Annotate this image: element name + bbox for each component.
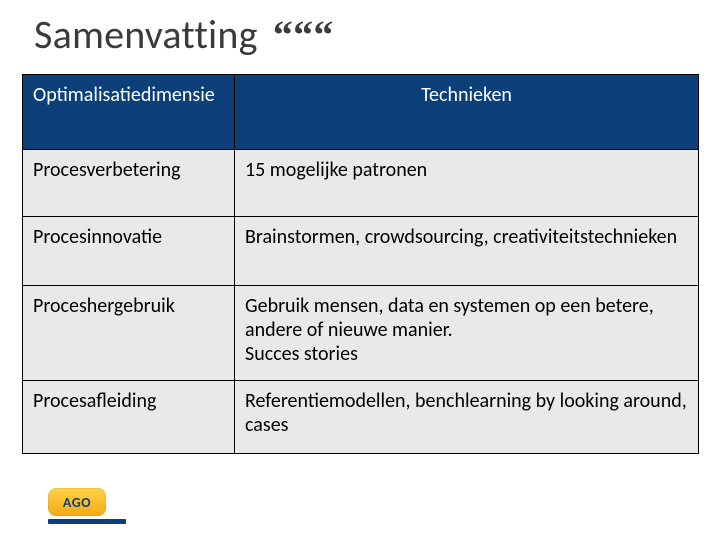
cell-technique: Referentiemodellen, benchlearning by loo… [235, 381, 699, 454]
logo-text: AGO [63, 494, 91, 511]
title-text: Samenvatting [34, 10, 258, 59]
table-row: Proceshergebruik Gebruik mensen, data en… [23, 286, 699, 381]
cell-technique: 15 mogelijke patronen [235, 150, 699, 217]
logo: AGO [48, 488, 126, 524]
col-header-techniques: Technieken [235, 75, 699, 150]
slide-title: Samenvatting “““ [34, 10, 334, 59]
table-row: Procesafleiding Referentiemodellen, benc… [23, 381, 699, 454]
table-header-row: Optimalisatiedimensie Technieken [23, 75, 699, 150]
cell-dimension: Proceshergebruik [23, 286, 235, 381]
cell-dimension: Procesinnovatie [23, 217, 235, 286]
table-row: Procesverbetering 15 mogelijke patronen [23, 150, 699, 217]
logo-underline [48, 519, 126, 524]
cell-technique: Brainstormen, crowdsourcing, creativitei… [235, 217, 699, 286]
title-quotes: “““ [273, 12, 334, 57]
logo-badge: AGO [48, 488, 106, 516]
slide: Samenvatting “““ Optimalisatiedimensie T… [0, 0, 720, 540]
cell-dimension: Procesverbetering [23, 150, 235, 217]
col-header-dimension: Optimalisatiedimensie [23, 75, 235, 150]
table-row: Procesinnovatie Brainstormen, crowdsourc… [23, 217, 699, 286]
cell-technique: Gebruik mensen, data en systemen op een … [235, 286, 699, 381]
summary-table: Optimalisatiedimensie Technieken Procesv… [22, 74, 699, 454]
cell-dimension: Procesafleiding [23, 381, 235, 454]
